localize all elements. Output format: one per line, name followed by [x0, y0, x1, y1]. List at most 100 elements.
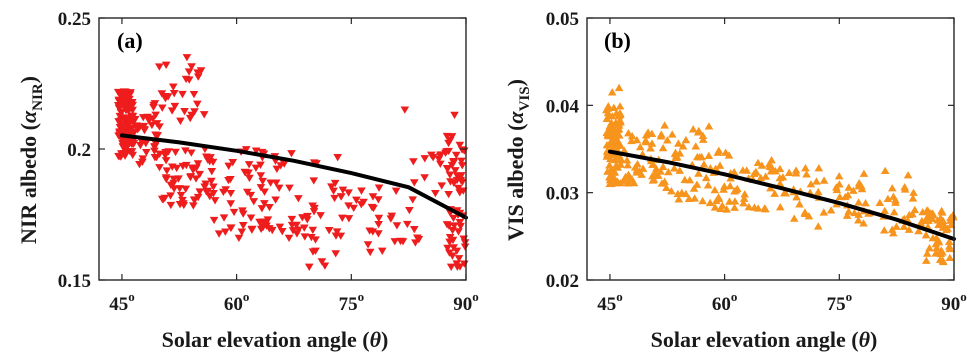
x-tick-label: 90o: [453, 289, 479, 315]
data-point: [452, 247, 462, 255]
data-point: [641, 136, 651, 144]
data-point: [606, 140, 616, 148]
data-point: [178, 162, 188, 171]
data-point: [214, 230, 224, 238]
data-point: [607, 88, 617, 96]
data-point: [357, 187, 366, 195]
data-point: [449, 179, 459, 188]
data-point: [444, 139, 453, 148]
data-point: [656, 130, 666, 138]
data-point: [652, 164, 661, 172]
data-point: [308, 202, 317, 210]
data-point: [152, 153, 161, 162]
data-point: [187, 63, 196, 71]
data-point: [175, 185, 185, 193]
data-point: [166, 201, 176, 210]
data-point: [208, 158, 218, 167]
data-point: [835, 192, 845, 201]
data-point: [648, 176, 658, 184]
x-tick-label: 60o: [224, 289, 250, 315]
data-point: [162, 167, 172, 175]
data-point: [244, 161, 254, 169]
data-point: [834, 172, 844, 180]
data-point: [130, 115, 140, 124]
data-point: [623, 179, 633, 187]
data-point: [189, 90, 199, 99]
data-point: [606, 154, 615, 163]
data-point: [792, 193, 801, 201]
data-point: [161, 149, 170, 157]
data-point: [719, 185, 728, 193]
x-axis-label-a: Solar elevation angle (θ): [162, 327, 389, 352]
data-point: [945, 244, 954, 253]
data-point: [193, 69, 203, 77]
data-point: [804, 212, 814, 220]
data-point: [672, 153, 682, 161]
fit-line-a: [119, 133, 468, 220]
data-point: [246, 214, 256, 222]
data-point: [169, 175, 178, 183]
data-point: [730, 197, 740, 205]
data-point: [622, 156, 632, 164]
data-point: [605, 175, 615, 184]
data-point: [689, 184, 699, 192]
data-point: [603, 104, 613, 112]
data-point: [693, 128, 703, 136]
data-point: [789, 214, 799, 222]
data-point: [854, 210, 863, 218]
data-point: [327, 183, 336, 191]
data-point: [210, 197, 220, 205]
data-point: [457, 146, 467, 154]
data-point: [228, 159, 238, 167]
data-point: [448, 227, 457, 235]
data-point: [904, 210, 914, 219]
data-point: [451, 151, 461, 160]
data-point: [237, 228, 247, 236]
data-point: [181, 147, 190, 155]
data-point: [128, 151, 137, 160]
data-point: [172, 164, 181, 173]
data-point: [298, 214, 307, 222]
data-point: [698, 196, 707, 205]
data-point: [272, 165, 282, 173]
plot-frame-a: [98, 17, 467, 281]
data-point: [892, 222, 901, 230]
data-point: [287, 221, 297, 230]
data-point: [633, 160, 642, 168]
data-point: [274, 184, 284, 192]
data-point: [662, 183, 671, 192]
data-point: [889, 229, 898, 237]
data-point: [713, 148, 723, 156]
data-point: [859, 219, 868, 227]
data-point: [692, 180, 702, 188]
data-point: [753, 158, 763, 167]
data-point: [137, 138, 147, 146]
data-point: [180, 108, 189, 116]
data-point: [155, 63, 164, 71]
data-point: [257, 205, 267, 213]
data-point: [115, 152, 125, 161]
data-point: [166, 192, 175, 200]
data-point: [122, 97, 132, 105]
data-point: [178, 90, 187, 99]
data-point: [392, 222, 402, 230]
data-point: [193, 73, 203, 81]
data-point: [168, 83, 178, 91]
data-point: [450, 111, 459, 120]
data-point: [454, 184, 463, 193]
data-point: [196, 67, 206, 75]
data-point: [456, 222, 465, 231]
scatter-points-a: [113, 54, 470, 271]
data-point: [616, 118, 625, 126]
data-point: [660, 177, 669, 185]
data-point: [148, 115, 158, 123]
data-point: [209, 216, 219, 225]
data-point: [922, 249, 932, 257]
data-point: [266, 179, 275, 187]
data-point: [899, 222, 909, 230]
data-point: [844, 183, 854, 191]
data-point: [374, 220, 383, 229]
data-point: [842, 211, 852, 219]
data-point: [663, 136, 672, 144]
data-point: [690, 194, 699, 202]
